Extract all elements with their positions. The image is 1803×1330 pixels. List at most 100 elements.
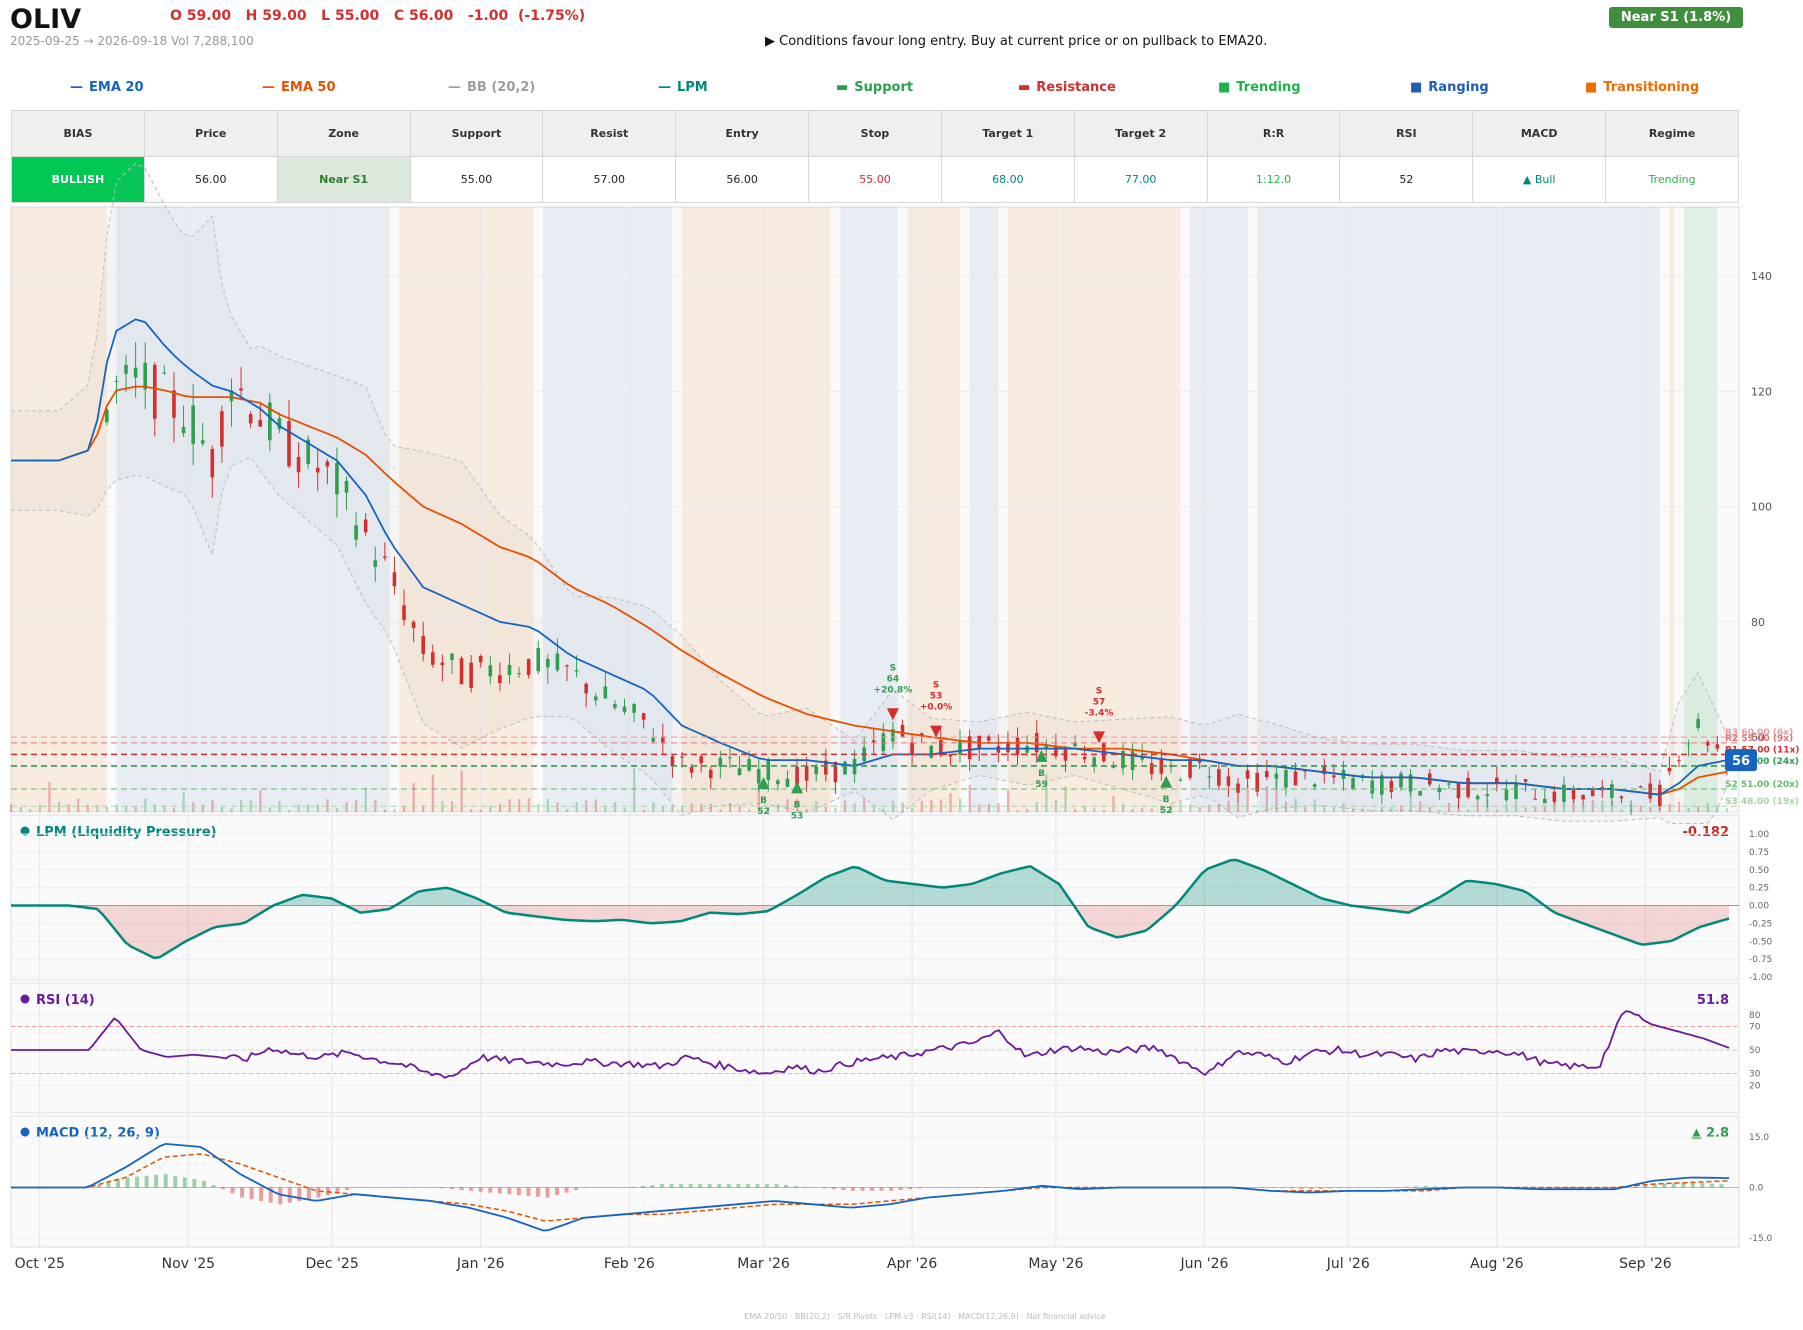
lpm-area <box>1700 905 1707 927</box>
volume-bar <box>1160 805 1163 812</box>
candle-body <box>1169 765 1173 767</box>
macd-histogram-bar <box>1700 1183 1705 1188</box>
lpm-area <box>589 905 596 922</box>
macd-histogram-bar <box>1385 1187 1390 1188</box>
macd-histogram-bar <box>1013 1187 1018 1188</box>
macd-histogram-bar <box>555 1187 560 1196</box>
volume-bar <box>1447 802 1451 812</box>
lpm-area <box>887 880 893 906</box>
volume-bar <box>1074 809 1077 812</box>
volume-bar <box>1543 805 1546 812</box>
lpm-area <box>572 905 578 921</box>
volume-bar <box>134 805 137 812</box>
volume-bar <box>249 799 252 812</box>
sell-score: 64 <box>887 674 900 684</box>
volume-bar <box>709 803 712 812</box>
volume-bar <box>997 802 1000 812</box>
lpm-area <box>520 905 527 916</box>
candle-body <box>363 519 368 533</box>
candle-body <box>1533 798 1537 800</box>
candle-body <box>1274 774 1279 779</box>
lpm-area <box>257 905 263 916</box>
lpm-area <box>623 905 630 921</box>
lpm-area <box>875 876 882 906</box>
lpm-area <box>320 896 326 906</box>
candle-body <box>766 760 771 781</box>
level-label: R1 57.00 (11x) <box>1725 745 1799 755</box>
volume-bar <box>987 803 990 812</box>
macd-histogram-bar <box>1709 1183 1714 1188</box>
legend-label: Trending <box>1236 80 1301 95</box>
summary-header-target-1: Target 1 <box>940 110 1075 157</box>
lpm-area <box>1717 905 1724 922</box>
lpm-area <box>715 905 722 914</box>
candle-body <box>1073 743 1077 747</box>
sell-score: 57 <box>1093 697 1106 707</box>
lpm-area <box>1723 905 1729 921</box>
candle-body <box>392 572 397 587</box>
lpm-area <box>114 905 120 936</box>
candle-body <box>881 733 886 752</box>
summary-header-zone: Zone <box>276 110 411 157</box>
volume-bar <box>1495 809 1499 812</box>
volume-bar <box>623 807 626 812</box>
volume-bar <box>776 804 780 812</box>
volume-bar <box>1208 804 1211 812</box>
candle-body <box>1015 737 1020 755</box>
macd-histogram-bar <box>860 1187 865 1191</box>
lpm-area <box>1574 905 1581 923</box>
lpm-area <box>142 905 149 956</box>
lpm-area <box>1041 873 1048 906</box>
lpm-area <box>360 905 367 913</box>
lpm-area <box>829 873 836 906</box>
candle-body <box>536 648 541 672</box>
lpm-area <box>314 896 321 906</box>
lpm-area <box>726 905 733 914</box>
summary-header-price: Price <box>143 110 278 157</box>
candle-body <box>948 754 953 757</box>
macd-histogram-bar <box>1337 1187 1342 1188</box>
macd-histogram-bar <box>1433 1186 1438 1188</box>
macd-histogram-bar <box>917 1187 922 1189</box>
candle-body <box>1092 757 1097 766</box>
lpm-area <box>961 884 968 906</box>
macd-histogram-bar <box>640 1185 645 1188</box>
candle-body <box>287 421 291 467</box>
macd-histogram-bar <box>268 1187 273 1203</box>
candle-body <box>795 766 799 788</box>
lpm-area <box>102 905 109 922</box>
candle-body <box>1255 772 1259 792</box>
x-tick-label: Mar '26 <box>737 1256 790 1272</box>
lpm-area <box>663 905 670 923</box>
lpm-area <box>1677 905 1684 938</box>
buy-score: 52 <box>1160 806 1173 816</box>
macd-histogram-bar <box>793 1185 798 1188</box>
macd-histogram-bar <box>602 1187 607 1188</box>
candle-body <box>124 364 128 374</box>
lpm-area <box>1001 871 1008 906</box>
regime-band <box>1683 207 1718 812</box>
volume-bar <box>460 770 463 812</box>
lpm-area <box>1265 870 1271 906</box>
candle-body <box>1504 789 1509 801</box>
candle-body <box>1523 779 1528 782</box>
candle-body <box>891 729 895 742</box>
y-tick-label: 60 <box>1751 731 1765 744</box>
candle-body <box>1610 784 1614 798</box>
candle-body <box>641 713 646 720</box>
macd-histogram-bar <box>1394 1187 1399 1188</box>
volume-bar <box>652 802 655 812</box>
candle-body <box>1686 743 1691 745</box>
lpm-area <box>451 889 458 906</box>
lpm-area <box>921 885 928 906</box>
volume-bar <box>1524 807 1527 812</box>
volume-bar <box>968 785 971 812</box>
lpm-area <box>1654 905 1661 944</box>
legend-label: EMA 20 <box>89 80 144 95</box>
macd-histogram-bar <box>297 1187 302 1201</box>
lpm-area <box>892 881 899 906</box>
volume-bar <box>1658 808 1662 812</box>
candle-body <box>1121 750 1125 769</box>
candle-body <box>939 740 943 756</box>
lpm-area <box>1053 880 1059 906</box>
